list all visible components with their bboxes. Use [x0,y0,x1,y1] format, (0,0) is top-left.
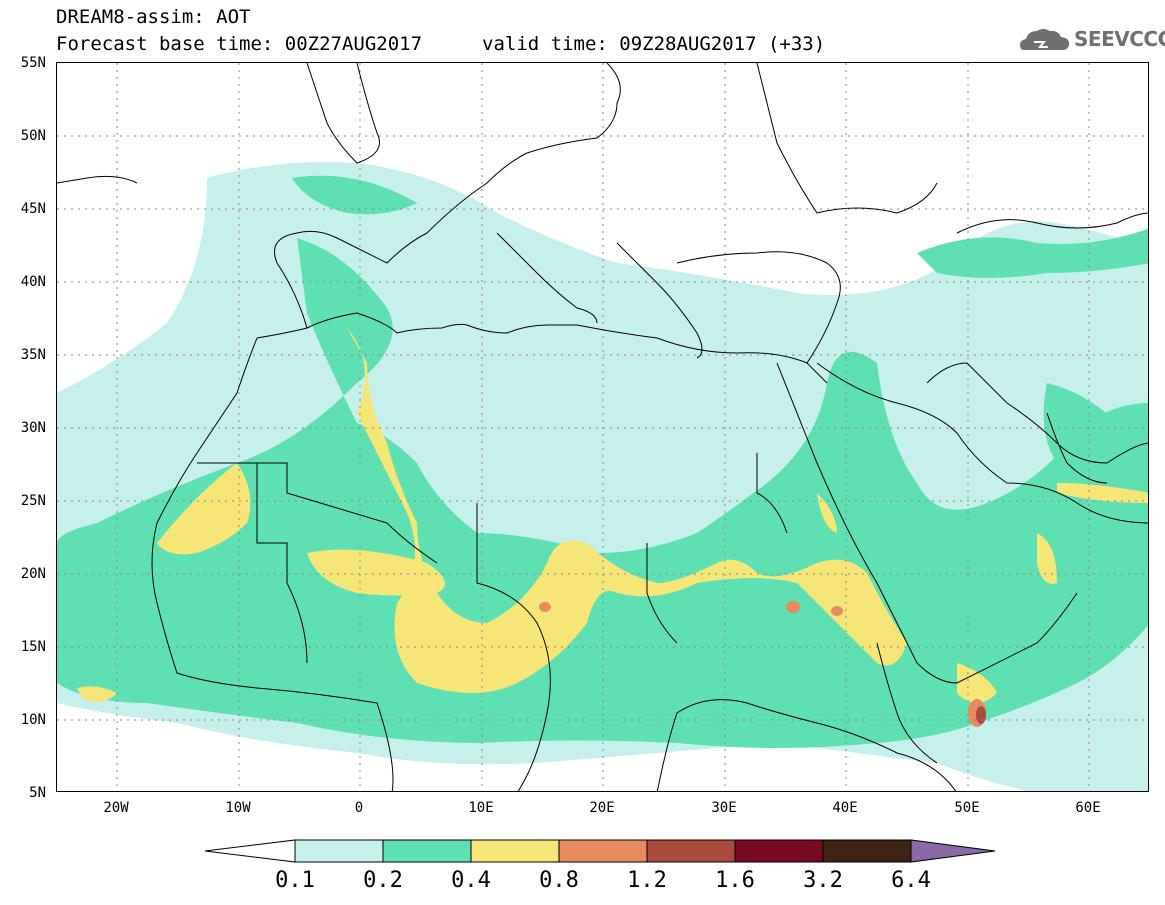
lon-label: 50E [954,800,980,816]
lat-label: 45N [20,201,46,217]
colorbar-swatch [382,839,472,863]
cloud-logo-icon [1020,29,1070,50]
colorbar-swatch [558,839,648,863]
lat-label: 40N [20,274,46,290]
aot-layer-0.4 [77,328,1148,703]
colorbar-swatch [294,839,384,863]
colorbar-label: 0.4 [451,868,491,893]
lat-label: 55N [20,55,46,71]
lon-label: 0 [354,800,364,816]
lat-label: 35N [20,347,46,363]
map-title: DREAM8-assim: AOT [56,6,251,28]
colorbar-label: 1.6 [715,868,755,893]
lat-label: 50N [20,128,46,144]
lat-label: 30N [20,420,46,436]
lon-label: 60E [1075,800,1101,816]
lon-label: 40E [832,800,858,816]
colorbar-min-arrow [205,839,296,863]
colorbar-label: 6.4 [891,868,931,893]
lat-label: 20N [20,566,46,582]
colorbar-swatch [470,839,560,863]
lon-label: 30E [711,800,737,816]
lat-label: 15N [20,639,46,655]
lon-label: 10E [468,800,494,816]
lon-label: 10W [225,800,251,816]
colorbar-label: 3.2 [803,868,843,893]
colorbar-label: 1.2 [627,868,667,893]
colorbar-swatch [734,839,824,863]
map-area [56,62,1149,792]
colorbar-swatch [646,839,736,863]
colorbar-max-arrow [910,839,996,863]
logo-text: SEEVCCC [1074,27,1165,51]
lat-label: 10N [20,712,46,728]
colorbar-label: 0.1 [275,868,315,893]
aot-layer-1.2 [976,706,986,724]
lat-label: 25N [20,493,46,509]
coastlines [57,63,1148,791]
colorbar-swatch [822,839,912,863]
valid-time: valid time: 09Z28AUG2017 (+33) [482,33,826,55]
lat-label: 5N [29,785,46,801]
lon-label: 20W [103,800,129,816]
lon-label: 20E [589,800,615,816]
forecast-base-time: Forecast base time: 00Z27AUG2017 [56,33,423,55]
colorbar-label: 0.8 [539,868,579,893]
colorbar-label: 0.2 [363,868,403,893]
graticule [57,63,1148,791]
colorbar [205,839,996,863]
